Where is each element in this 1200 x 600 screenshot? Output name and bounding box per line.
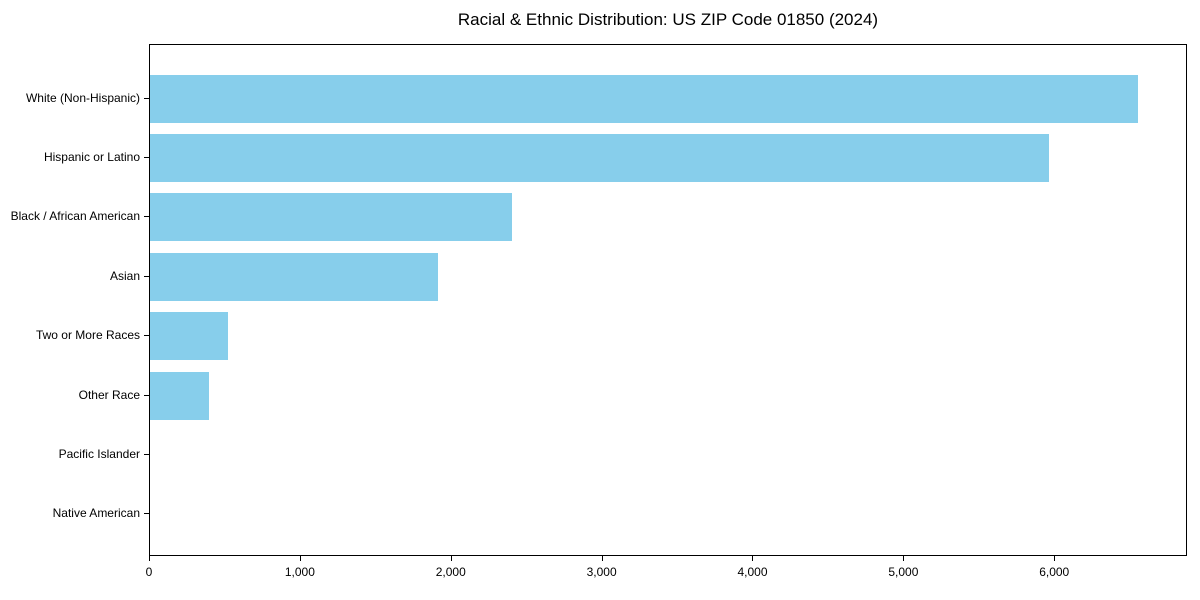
y-tick-label: White (Non-Hispanic) (25, 90, 140, 105)
x-tick-mark (903, 556, 905, 561)
bar (150, 371, 209, 420)
y-tick-mark (144, 394, 149, 396)
y-tick-label: Two or More Races (35, 328, 140, 343)
x-tick-mark (1054, 556, 1056, 561)
x-tick-mark (149, 556, 150, 561)
y-tick-label: Asian (109, 268, 140, 283)
chart-title: Racial & Ethnic Distribution: US ZIP Cod… (457, 10, 879, 29)
y-tick-mark (144, 216, 149, 218)
bar (150, 134, 1050, 183)
y-tick-mark (144, 97, 149, 99)
x-tick-mark (601, 556, 603, 561)
y-tick-mark (144, 513, 149, 515)
bar (150, 74, 1139, 123)
x-tick-mark (299, 556, 301, 561)
y-tick-mark (144, 453, 149, 455)
x-tick-label: 2,000 (435, 565, 466, 579)
y-tick-label: Other Race (78, 387, 140, 402)
x-tick-label: 0 (145, 565, 153, 579)
y-tick-label: Hispanic or Latino (43, 150, 140, 165)
x-tick-label: 1,000 (284, 565, 315, 579)
bar (150, 312, 229, 361)
plot-area (149, 44, 1187, 556)
x-tick-label: 5,000 (888, 565, 919, 579)
y-tick-label: Native American (52, 506, 140, 521)
y-tick-mark (144, 275, 149, 277)
x-tick-mark (752, 556, 754, 561)
x-tick-label: 3,000 (586, 565, 617, 579)
x-tick-label: 6,000 (1039, 565, 1070, 579)
y-tick-label: Black / African American (10, 209, 140, 224)
y-tick-mark (144, 157, 149, 159)
bar (150, 252, 439, 301)
x-tick-mark (450, 556, 452, 561)
y-tick-label: Pacific Islander (58, 446, 140, 461)
x-tick-label: 4,000 (737, 565, 768, 579)
y-tick-mark (144, 335, 149, 337)
bar (150, 193, 513, 242)
